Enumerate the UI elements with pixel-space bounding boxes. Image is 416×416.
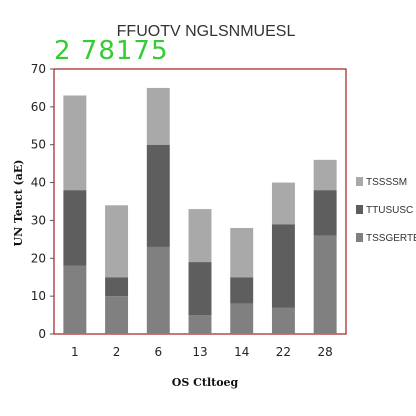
bar-segment-ttususc: [188, 262, 212, 316]
legend-label: TTUSUSC: [366, 205, 413, 216]
bar-segment-ttususc: [63, 190, 87, 266]
chart-title: FFUOTV NGLSNMUESL: [117, 23, 296, 40]
legend-swatch: [356, 233, 363, 242]
y-tick-label: 20: [31, 251, 46, 265]
bar-segment-tssgerte: [313, 235, 337, 334]
bar-segment-tssssm: [230, 228, 254, 278]
bar-segment-ttususc: [230, 277, 254, 304]
y-tick-label: 0: [38, 327, 46, 341]
legend-label: TSSSSM: [366, 177, 407, 188]
bar-segment-ttususc: [313, 190, 337, 236]
y-tick-label: 70: [31, 62, 46, 76]
x-tick-label: 14: [234, 345, 249, 359]
x-tick-label: 22: [276, 345, 291, 359]
x-tick-label: 28: [318, 345, 333, 359]
legend-swatch: [356, 205, 363, 214]
bar-segment-tssssm: [105, 205, 129, 278]
bar-segment-tssssm: [63, 95, 87, 191]
y-tick-label: 10: [31, 289, 46, 303]
bar-segment-ttususc: [146, 144, 170, 247]
legend-label: TSSGERTE: [366, 233, 416, 244]
bar-segment-tssssm: [271, 182, 295, 225]
y-tick-label: 30: [31, 213, 46, 227]
overlay-number-text: 2 78175: [54, 36, 169, 66]
legend-swatch: [356, 177, 363, 186]
x-tick-label: 2: [113, 345, 121, 359]
bar-segment-tssgerte: [146, 246, 170, 334]
bar-segment-ttususc: [271, 224, 295, 308]
bar-segment-ttususc: [105, 277, 129, 297]
x-axis-title: OS Ctltoeg: [172, 376, 239, 389]
bar-segment-tssgerte: [230, 303, 254, 334]
bar-segment-tssgerte: [63, 265, 87, 334]
y-tick-label: 60: [31, 100, 46, 114]
bar-segment-tssgerte: [188, 315, 212, 334]
x-tick-label: 13: [192, 345, 207, 359]
bar-segment-tssssm: [313, 159, 337, 191]
bar-segment-tssgerte: [105, 296, 129, 334]
y-tick-label: 40: [31, 176, 46, 190]
plot-area: 0 10 20 30 40 50 60 70 1 2 6 13 14 22 28: [31, 62, 347, 359]
x-tick-label: 6: [154, 345, 162, 359]
bar-segment-tssssm: [146, 87, 170, 145]
y-tick-label: 50: [31, 138, 46, 152]
legend: TSSSSM TTUSUSC TSSGERTE: [356, 177, 416, 244]
x-tick-label: 1: [71, 345, 79, 359]
bar-segment-tssssm: [188, 209, 212, 263]
y-axis-title: UN Teuct (aE): [12, 160, 25, 247]
bar-segment-tssgerte: [271, 307, 295, 334]
